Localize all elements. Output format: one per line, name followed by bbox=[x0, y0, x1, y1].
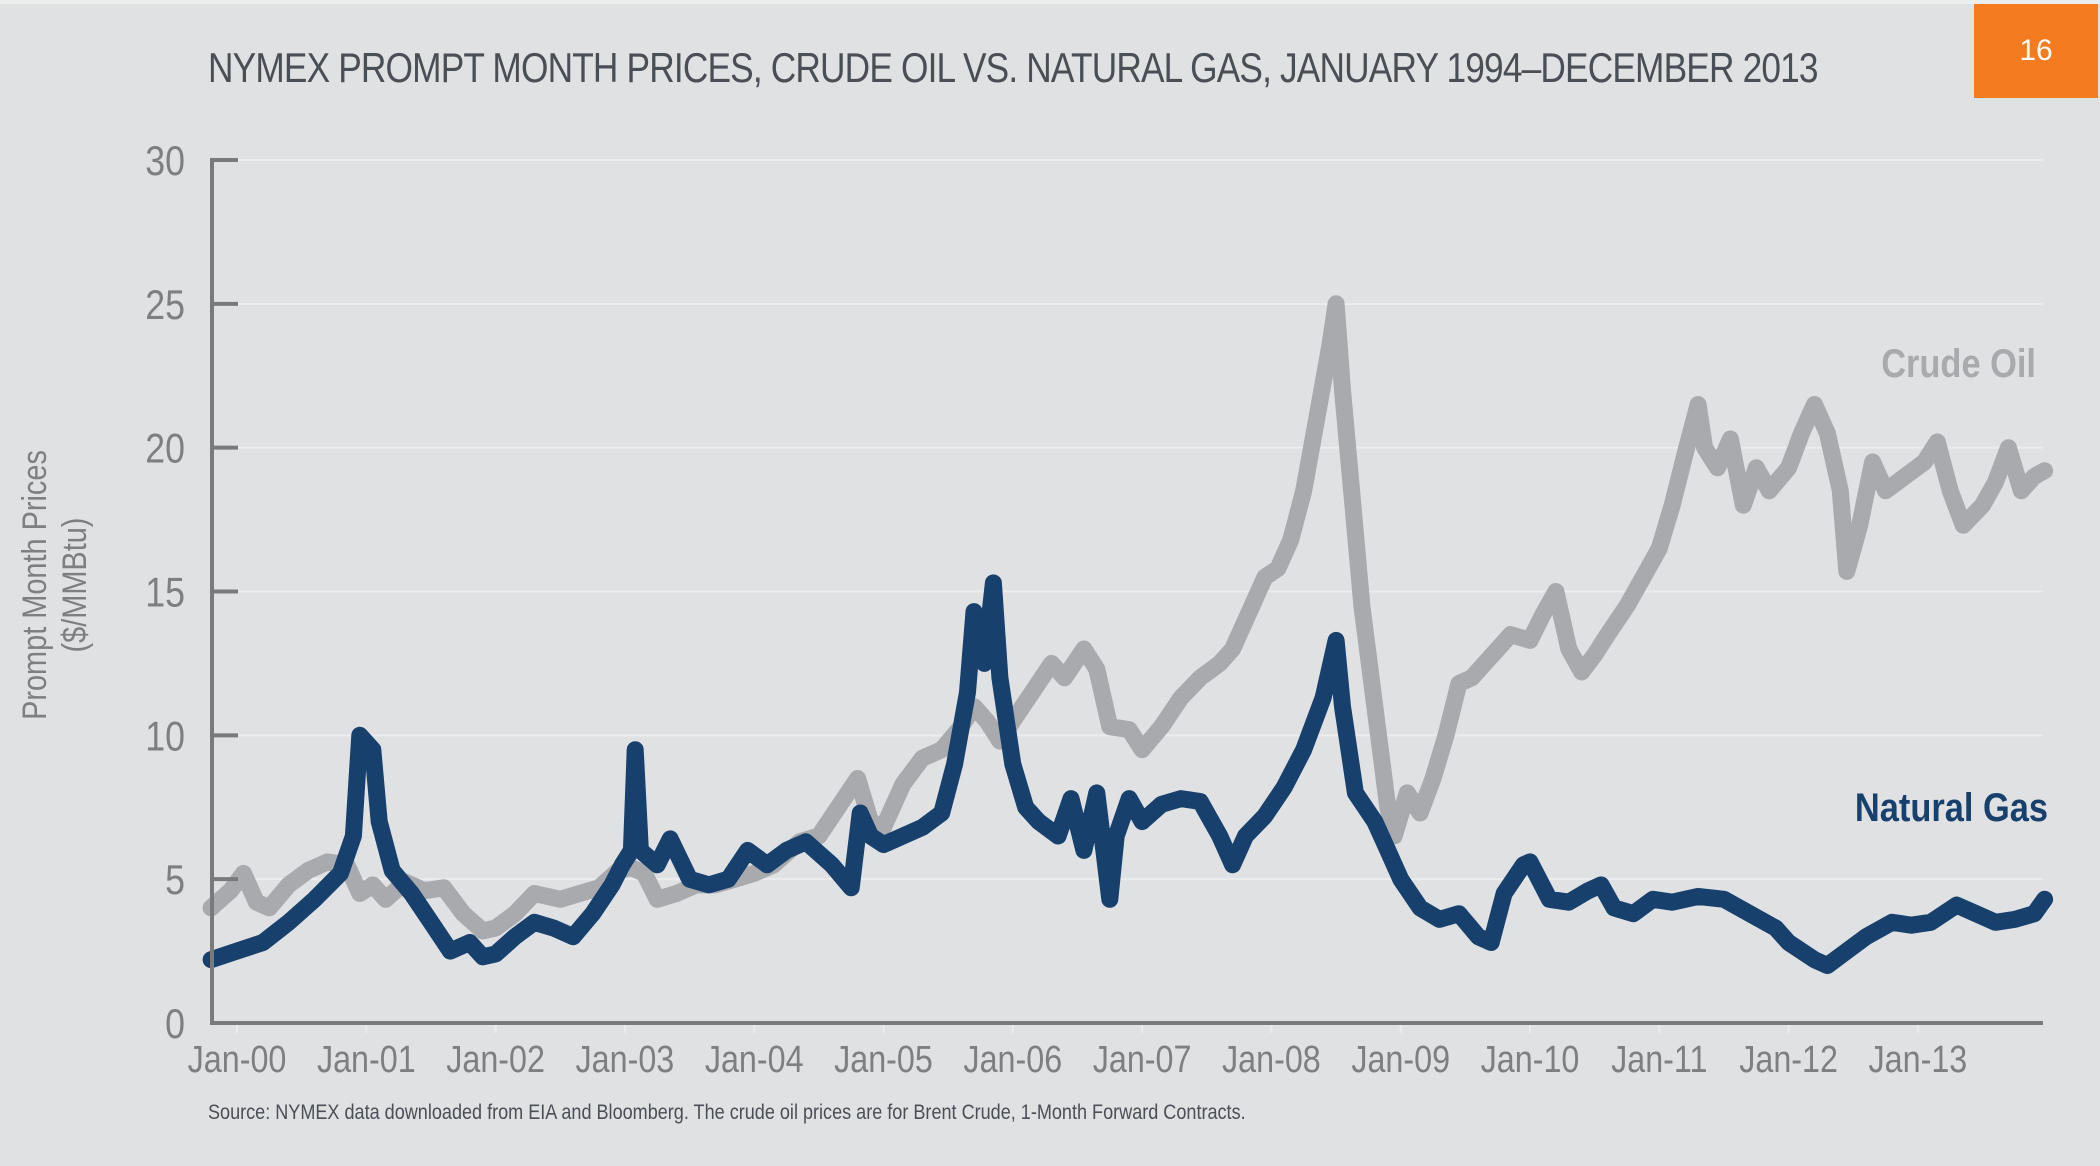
x-tick-label: Jan-06 bbox=[963, 1039, 1062, 1081]
x-tick-label: Jan-00 bbox=[188, 1039, 287, 1081]
x-tick-label: Jan-13 bbox=[1869, 1039, 1968, 1081]
y-tick-label: 15 bbox=[145, 570, 185, 616]
gridlines bbox=[212, 159, 2043, 881]
x-tick-label: Jan-11 bbox=[1611, 1039, 1707, 1081]
page-number: 16 bbox=[2019, 34, 2053, 67]
y-tick-label: 10 bbox=[145, 714, 185, 760]
x-tick-label: Jan-08 bbox=[1222, 1039, 1321, 1081]
y-tick-label: 25 bbox=[145, 282, 185, 328]
x-tick-label: Jan-01 bbox=[317, 1039, 416, 1081]
x-tick-label: Jan-12 bbox=[1739, 1039, 1838, 1081]
series-line-natural-gas bbox=[202, 574, 2054, 974]
y-tick-label: 5 bbox=[165, 858, 185, 904]
x-tick-label: Jan-05 bbox=[834, 1039, 933, 1081]
series-group bbox=[202, 295, 2054, 974]
x-tick-label: Jan-09 bbox=[1351, 1039, 1450, 1081]
y-tick-label: 20 bbox=[145, 426, 185, 472]
x-tick-label: Jan-10 bbox=[1481, 1039, 1580, 1081]
x-tick-label: Jan-03 bbox=[576, 1039, 675, 1081]
series-label-crude-oil: Crude Oil bbox=[1881, 341, 2036, 386]
x-tick-label: Jan-04 bbox=[705, 1039, 804, 1081]
series-label-natural-gas: Natural Gas bbox=[1855, 785, 2048, 830]
y-tick-label: 0 bbox=[165, 1001, 185, 1047]
source-note: Source: NYMEX data downloaded from EIA a… bbox=[208, 1101, 1246, 1124]
x-tick-label: Jan-07 bbox=[1093, 1039, 1192, 1081]
x-tick-label: Jan-02 bbox=[446, 1039, 545, 1081]
y-tick-label: 30 bbox=[145, 138, 185, 184]
series-line-crude-oil bbox=[202, 295, 2054, 940]
y-ticks: 0 5 10 15 20 25 30 bbox=[145, 138, 238, 1048]
page-number-badge: 16 bbox=[1974, 4, 2098, 98]
top-strip bbox=[0, 0, 2100, 4]
chart-title: NYMEX PROMPT MONTH PRICES, CRUDE OIL VS.… bbox=[208, 44, 1819, 91]
x-ticks: Jan-00 Jan-01 Jan-02 Jan-03 Jan-04 Jan-05 Jan-… bbox=[188, 1025, 1968, 1081]
series-labels: Crude Oil Natural Gas bbox=[1855, 341, 2048, 830]
